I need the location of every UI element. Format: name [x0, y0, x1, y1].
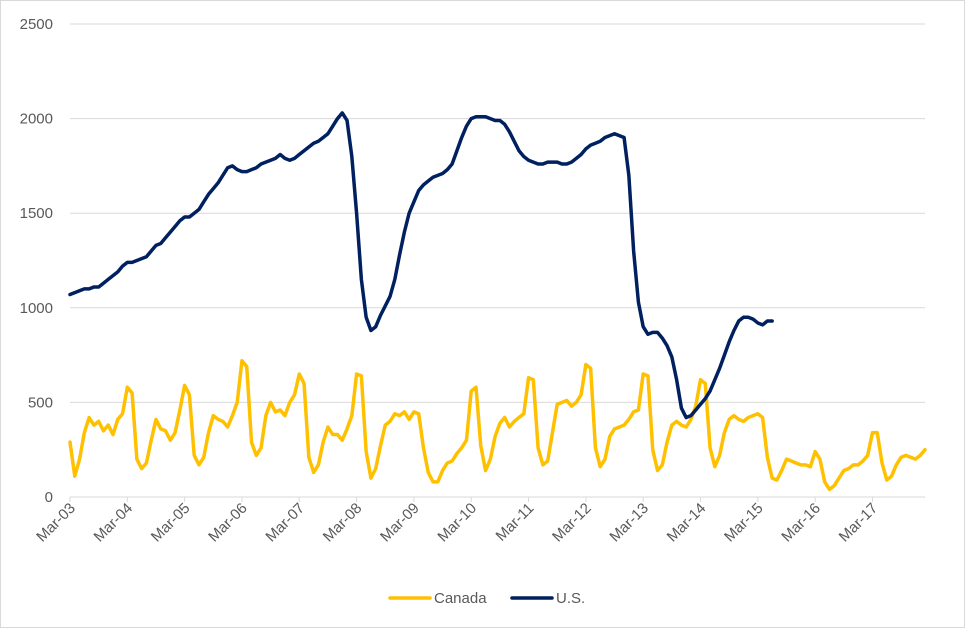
gridlines	[70, 23, 925, 403]
series-lines	[68, 111, 927, 492]
x-tick-label: Mar-06	[205, 500, 251, 546]
x-tick-label: Mar-12	[549, 500, 595, 546]
x-tick-label: Mar-07	[262, 500, 308, 546]
y-axis-ticks: 0 500 1000 1500 2000 2500	[20, 16, 53, 506]
x-tick-label: Mar-15	[721, 500, 767, 546]
x-tick-label: Mar-09	[377, 500, 423, 546]
x-tick-label: Mar-14	[664, 500, 710, 546]
x-tick-label: Mar-11	[493, 500, 538, 545]
x-tick-label: Mar-10	[434, 500, 480, 546]
x-tick-label: Mar-17	[836, 500, 882, 546]
y-tick-label: 1500	[20, 205, 53, 222]
x-axis-ticks: Mar-03 Mar-04 Mar-05 Mar-06 Mar-07 Mar-08 Mar-…	[33, 497, 881, 545]
legend-label: Canada	[434, 590, 487, 607]
y-tick-label: 2000	[20, 111, 53, 128]
series-line-us	[68, 111, 774, 420]
x-tick-label: Mar-04	[91, 500, 137, 546]
legend-label: U.S.	[556, 590, 585, 607]
x-tick-label: Mar-13	[606, 500, 652, 546]
x-tick-label: Mar-03	[33, 500, 79, 546]
y-tick-label: 500	[28, 394, 53, 411]
y-tick-label: 1000	[20, 300, 53, 317]
y-tick-label: 0	[45, 489, 53, 506]
x-tick-label: Mar-16	[778, 500, 824, 546]
x-tick-label: Mar-05	[148, 500, 194, 546]
x-tick-label: Mar-08	[320, 500, 366, 546]
series-line-canada	[68, 359, 927, 492]
y-tick-label: 2500	[20, 16, 53, 33]
legend: Canada U.S.	[388, 590, 585, 607]
